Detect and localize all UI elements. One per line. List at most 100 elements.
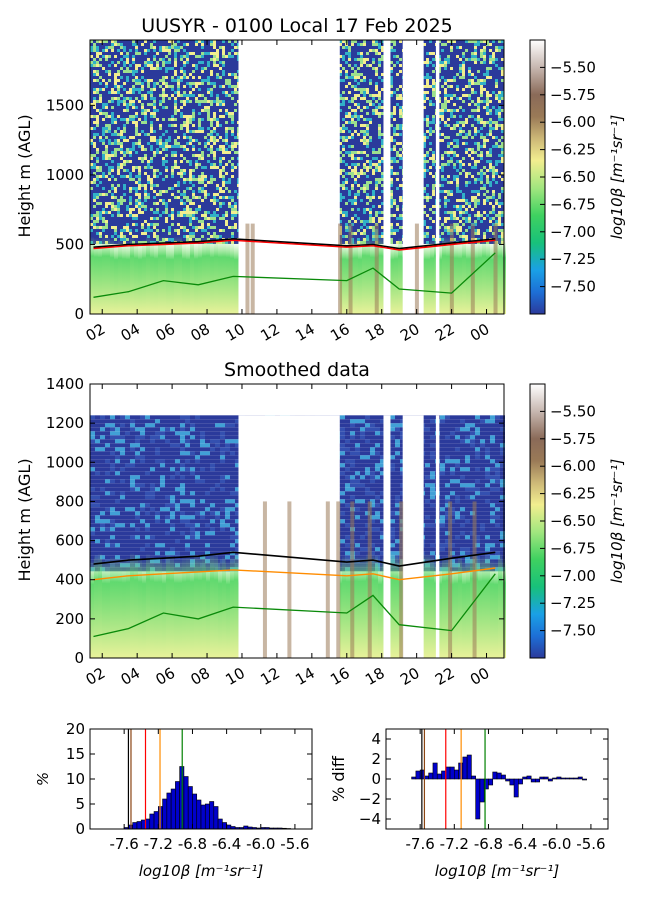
heat-cell <box>189 58 192 61</box>
heat-cell <box>144 148 147 151</box>
heat-cell <box>105 43 108 46</box>
heat-cell <box>225 85 228 88</box>
heat-cell <box>369 64 372 67</box>
heat-cell <box>423 94 426 97</box>
heat-cell <box>174 85 177 88</box>
heat-cell <box>432 52 435 55</box>
heat-cell <box>186 136 189 139</box>
heat-cell <box>138 139 141 142</box>
heat-cell <box>192 46 195 49</box>
heat-cell <box>90 70 93 73</box>
heat-cell <box>438 103 441 106</box>
heat-cell <box>126 49 129 52</box>
heat-cell <box>153 109 156 112</box>
heat-cell <box>234 115 237 118</box>
heat-cell <box>501 40 504 43</box>
heat-cell <box>132 118 135 121</box>
heat-cell <box>480 109 483 112</box>
heat-cell <box>357 58 360 61</box>
heat-cell <box>432 58 435 61</box>
heat-cell <box>93 46 96 49</box>
heat-cell <box>120 85 123 88</box>
heat-cell <box>375 97 378 100</box>
heat-cell <box>186 115 189 118</box>
heat-cell <box>210 73 213 76</box>
heat-cell <box>159 58 162 61</box>
heat-cell <box>198 88 201 91</box>
heat-cell <box>93 130 96 133</box>
heat-cell <box>396 85 399 88</box>
heat-cell <box>432 85 435 88</box>
heat-cell <box>96 79 99 82</box>
heat-cell <box>126 43 129 46</box>
heat-cell <box>213 70 216 73</box>
heat-cell <box>198 67 201 70</box>
heat-cell <box>186 118 189 121</box>
heat-cell <box>183 73 186 76</box>
heat-cell <box>165 121 168 124</box>
heat-cell <box>96 118 99 121</box>
heat-cell <box>492 58 495 61</box>
heat-cell <box>168 109 171 112</box>
heat-cell <box>216 88 219 91</box>
heat-cell <box>192 136 195 139</box>
heat-cell <box>390 40 393 43</box>
heat-cell <box>465 70 468 73</box>
heat-cell <box>195 94 198 97</box>
heat-cell <box>456 76 459 79</box>
heat-cell <box>228 109 231 112</box>
heat-cell <box>489 136 492 139</box>
heat-cell <box>147 106 150 109</box>
heat-cell <box>393 43 396 46</box>
heat-cell <box>462 79 465 82</box>
heat-cell <box>153 76 156 79</box>
heat-cell <box>141 106 144 109</box>
heat-cell <box>342 85 345 88</box>
heat-cell <box>369 97 372 100</box>
heat-cell <box>198 145 201 148</box>
heat-cell <box>438 55 441 58</box>
heat-cell <box>120 112 123 115</box>
heat-cell <box>183 76 186 79</box>
heat-cell <box>339 106 342 109</box>
heat-cell <box>231 145 234 148</box>
heat-cell <box>207 97 210 100</box>
heat-cell <box>465 142 468 145</box>
heat-cell <box>93 40 96 43</box>
heat-cell <box>462 52 465 55</box>
heat-cell <box>429 139 432 142</box>
heat-cell <box>378 133 381 136</box>
heat-cell <box>141 139 144 142</box>
heat-cell <box>153 49 156 52</box>
heat-cell <box>465 85 468 88</box>
heat-cell <box>390 85 393 88</box>
heat-cell <box>468 79 471 82</box>
heat-cell <box>474 139 477 142</box>
heat-cell <box>150 136 153 139</box>
heat-cell <box>399 49 402 52</box>
heat-cell <box>147 142 150 145</box>
heat-cell <box>351 52 354 55</box>
heat-cell <box>177 124 180 127</box>
heat-cell <box>486 100 489 103</box>
heat-cell <box>141 52 144 55</box>
heat-cell <box>498 91 501 94</box>
heat-cell <box>129 76 132 79</box>
heat-cell <box>219 94 222 97</box>
heat-cell <box>342 136 345 139</box>
heat-cell <box>138 61 141 64</box>
heat-cell <box>114 142 117 145</box>
heat-cell <box>171 133 174 136</box>
heat-cell <box>105 94 108 97</box>
heat-cell <box>180 58 183 61</box>
heat-cell <box>192 118 195 121</box>
heat-cell <box>375 94 378 97</box>
heat-cell <box>159 112 162 115</box>
heat-cell <box>219 112 222 115</box>
heat-cell <box>135 100 138 103</box>
heat-cell <box>225 121 228 124</box>
heat-cell <box>216 91 219 94</box>
heat-cell <box>351 85 354 88</box>
heat-cell <box>129 100 132 103</box>
heat-cell <box>450 124 453 127</box>
